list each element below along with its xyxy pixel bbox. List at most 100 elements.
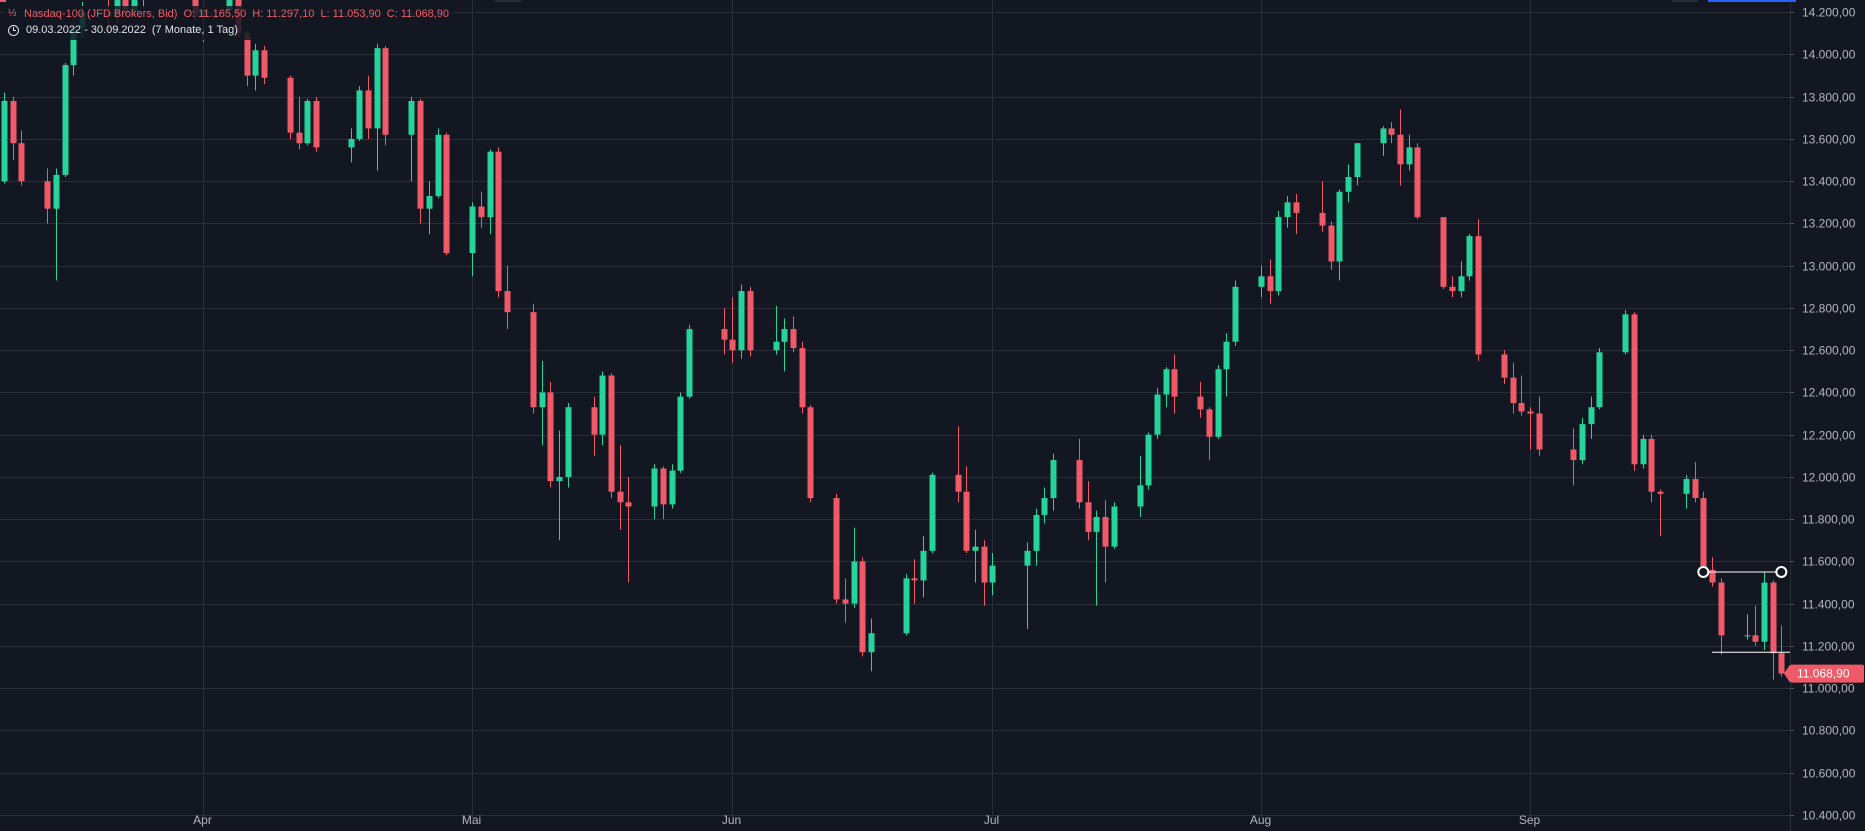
candle [781, 318, 788, 372]
price-tick-label: 11.400,00 [1802, 598, 1855, 612]
candle-body [738, 291, 745, 351]
candle [1466, 234, 1473, 281]
top-edge-strip-mid [495, 0, 521, 2]
candle-body [1336, 191, 1343, 262]
candle-body [1050, 460, 1057, 499]
candle-body [62, 65, 69, 175]
candle [1770, 580, 1777, 680]
candle [868, 618, 875, 672]
price-tick-label: 14.000,00 [1802, 48, 1856, 62]
candle-body [1354, 143, 1361, 178]
candle [18, 130, 25, 186]
price-axis-bg [1790, 0, 1865, 831]
candle-body [1778, 653, 1785, 674]
candle [1631, 312, 1638, 471]
candle-body [469, 206, 476, 254]
price-axis[interactable]: 10.400,00 10.600,00 10.800,00 11.000,00 11.2… [1790, 0, 1865, 831]
candle-body [244, 33, 251, 76]
candle [1111, 502, 1118, 549]
candle [1275, 210, 1282, 296]
candle-body [1232, 286, 1239, 342]
legend-range-row: 09.03.2022 - 30.09.2022 (7 Monate, 1 Tag… [6, 22, 449, 38]
candle [382, 46, 389, 146]
time-tick-label: Mai [462, 813, 481, 827]
candle-body [1466, 236, 1473, 277]
legend-instrument[interactable]: Nasdaq-100 (JFD Brokers, Bid) [24, 8, 178, 20]
time-tick-label: Jul [984, 813, 999, 827]
candle [1683, 474, 1690, 509]
candle-body [1622, 314, 1629, 353]
candle [1414, 143, 1421, 220]
candle [1588, 396, 1595, 439]
candle-body [625, 502, 632, 507]
price-tick-label: 12.000,00 [1802, 471, 1856, 485]
candle [773, 305, 780, 355]
candle-body [1648, 438, 1655, 492]
candle [617, 445, 624, 530]
candle [1206, 407, 1213, 461]
candle [143, 0, 144, 9]
last-price-pointer [1784, 664, 1790, 683]
candle [1536, 396, 1543, 456]
candle [1137, 455, 1144, 518]
candle [287, 75, 294, 139]
candle [313, 96, 320, 152]
candle-body [989, 565, 996, 583]
candle-body [1258, 276, 1265, 287]
candle-body [313, 100, 320, 148]
price-tick-label: 13.800,00 [1802, 91, 1856, 105]
candle [1102, 500, 1109, 583]
clock-icon [8, 24, 19, 36]
drawing-handle[interactable] [1697, 565, 1710, 578]
candle-body [1397, 134, 1404, 165]
price-tick-label: 13.200,00 [1802, 217, 1856, 231]
candles [1, 0, 1785, 680]
candle-body [686, 329, 693, 397]
candle [556, 430, 563, 541]
candle [842, 578, 849, 623]
price-tick-label: 11.000,00 [1802, 682, 1855, 696]
time-axis[interactable]: Apr Mai Jun Jul Aug Sep [193, 813, 1540, 827]
candle [53, 168, 60, 281]
candle-body [10, 100, 17, 144]
legend-symbol-row: ⅓ Nasdaq-100 (JFD Brokers, Bid) O: 11.16… [6, 6, 449, 22]
price-tick-label: 13.600,00 [1802, 133, 1856, 147]
candle-body [18, 143, 25, 182]
candle-body [929, 474, 936, 551]
candle-body [833, 498, 840, 600]
candle [1579, 417, 1586, 465]
candle-body [660, 468, 667, 505]
candle [1406, 134, 1413, 171]
candle [487, 149, 494, 235]
last-price-badge [1790, 664, 1864, 683]
candle-body [677, 396, 684, 471]
candle-body [1657, 491, 1664, 494]
candle [1163, 367, 1170, 408]
candle-body [773, 341, 780, 351]
top-edge-strip-accent [1708, 0, 1796, 2]
candle [226, 0, 233, 13]
candle-body [1640, 438, 1647, 465]
candle [417, 98, 424, 224]
trend-line[interactable] [1697, 565, 1788, 578]
drawing-handle[interactable] [1775, 565, 1788, 578]
candle-body [1, 100, 8, 182]
candle-body [1041, 498, 1048, 515]
candle-body [1631, 314, 1638, 465]
candle-body [226, 0, 233, 11]
candle [495, 147, 502, 298]
candle-body [348, 138, 355, 148]
candle [1640, 434, 1647, 469]
candle-body [1275, 217, 1282, 292]
candle-body [981, 546, 988, 583]
candle-body [651, 468, 658, 507]
candle [1778, 625, 1785, 677]
candle-body [920, 550, 927, 581]
candle-body [252, 50, 259, 76]
candle-body [530, 312, 537, 408]
candle [790, 316, 797, 353]
candle-body [1414, 147, 1421, 218]
candle [426, 181, 433, 235]
